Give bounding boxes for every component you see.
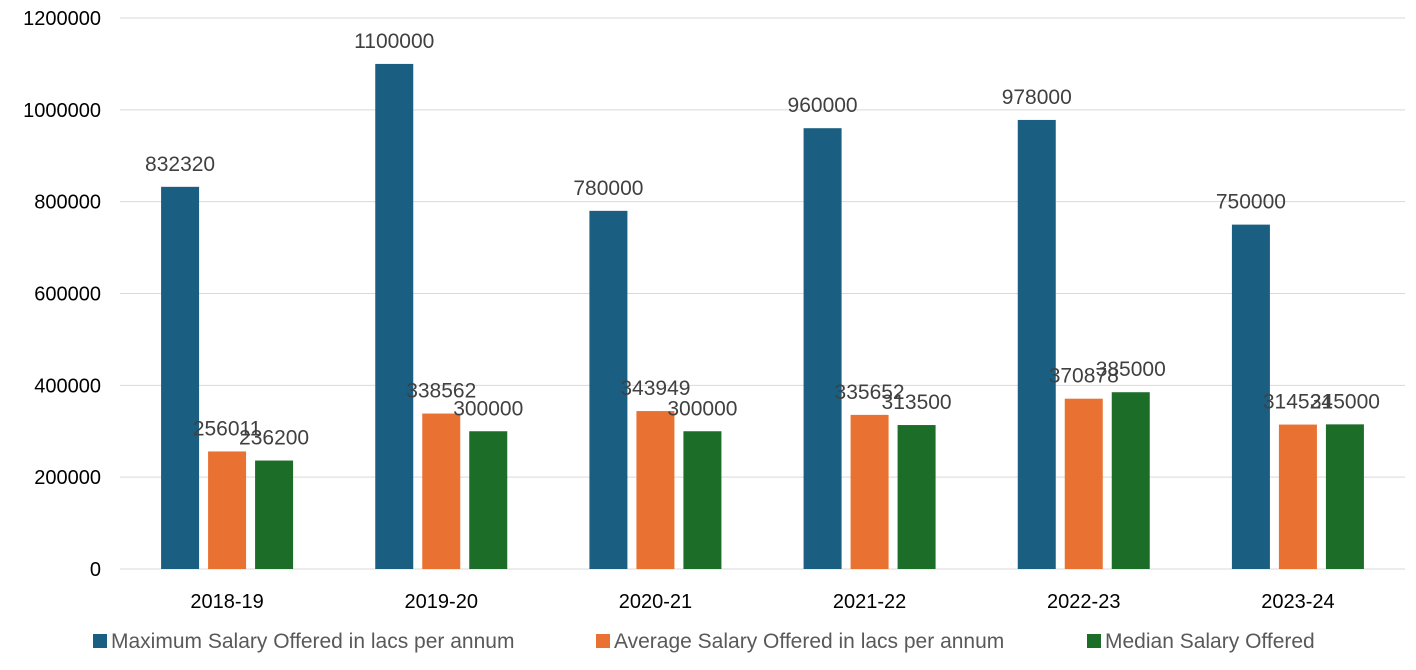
legend-swatch [93, 634, 107, 648]
bar [161, 186, 200, 569]
legend-item: Maximum Salary Offered in lacs per annum [93, 630, 514, 653]
y-tick-label: 0 [90, 559, 101, 581]
data-labels: 8323202560112362001100000338562300000780… [145, 30, 1380, 450]
data-label: 300000 [667, 397, 737, 420]
data-label: 313500 [882, 391, 952, 414]
legend-swatch [1087, 634, 1101, 648]
x-tick-label: 2019-20 [405, 591, 478, 613]
bar [1064, 398, 1103, 569]
bar [422, 413, 461, 569]
bar [469, 431, 508, 569]
data-label: 750000 [1216, 191, 1286, 214]
x-tick-label: 2023-24 [1261, 591, 1334, 613]
bar [1231, 224, 1270, 569]
bar [1325, 424, 1364, 569]
data-label: 300000 [453, 397, 523, 420]
bar [683, 431, 722, 569]
bar [255, 460, 294, 569]
y-tick-label: 200000 [34, 467, 101, 489]
data-label: 335652 [835, 381, 905, 404]
bar [375, 63, 414, 570]
data-label: 315000 [1310, 390, 1380, 413]
bars [161, 63, 1364, 570]
data-label: 343949 [620, 377, 690, 400]
bar [850, 414, 889, 569]
data-label: 780000 [573, 177, 643, 200]
y-tick-label: 400000 [34, 375, 101, 397]
y-tick-label: 1200000 [23, 8, 101, 30]
legend: Maximum Salary Offered in lacs per annum… [93, 630, 1315, 653]
gridlines [120, 17, 1405, 570]
legend-label: Maximum Salary Offered in lacs per annum [111, 630, 514, 653]
x-tick-label: 2022-23 [1047, 591, 1120, 613]
data-label: 832320 [145, 153, 215, 176]
bar [636, 411, 675, 569]
x-axis-tick-labels: 2018-19 2019-20 2020-21 2021-22 2022-23 2023-… [190, 591, 1334, 613]
data-label: 236200 [239, 427, 309, 450]
data-label: 314524 [1263, 391, 1333, 414]
legend-item: Average Salary Offered in lacs per annum [596, 630, 1004, 653]
bar [1278, 424, 1317, 569]
bar [1017, 119, 1056, 569]
data-label: 256011 [193, 417, 262, 440]
data-label: 370878 [1049, 365, 1119, 388]
y-tick-label: 600000 [34, 284, 101, 306]
legend-swatch [596, 634, 610, 648]
x-tick-label: 2020-21 [619, 591, 692, 613]
data-label: 960000 [788, 94, 858, 117]
y-tick-label: 800000 [34, 192, 101, 214]
y-axis-tick-labels: 0 200000 400000 600000 800000 1000000 1200000 [23, 8, 101, 581]
bar [897, 425, 936, 569]
legend-label: Median Salary Offered [1105, 630, 1315, 653]
bar [803, 128, 842, 569]
legend-label: Average Salary Offered in lacs per annum [614, 630, 1004, 653]
bar [208, 451, 247, 569]
data-label: 338562 [406, 380, 476, 403]
y-tick-label: 1000000 [23, 100, 101, 122]
legend-item: Median Salary Offered [1087, 630, 1315, 653]
data-label: 1100000 [354, 30, 434, 53]
data-label: 385000 [1096, 358, 1166, 381]
x-tick-label: 2018-19 [190, 591, 263, 613]
data-label: 978000 [1002, 86, 1072, 109]
bar [589, 210, 628, 569]
x-tick-label: 2021-22 [833, 591, 906, 613]
bar [1111, 392, 1150, 569]
